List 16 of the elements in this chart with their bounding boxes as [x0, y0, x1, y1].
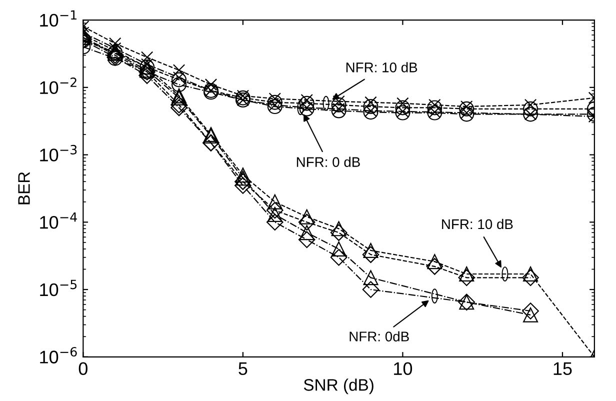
y-tick-label: 10$^{−2}$	[40, 78, 76, 94]
annotation: NFR: 0 dB	[296, 156, 360, 167]
y-axis-title: BER	[18, 172, 30, 204]
x-tick-label: 15	[554, 362, 572, 376]
y-tick-label: 10$^{−6}$	[40, 347, 77, 364]
annotation: NFR: 0dB	[350, 331, 409, 342]
y-tick-label: 10$^{−5}$	[40, 280, 77, 296]
x-tick-label: 10	[394, 362, 412, 376]
x-tick-label: 5	[238, 362, 248, 376]
x-axis-title: SNR (dB)	[304, 378, 374, 394]
y-tick-label: 10$^{−3}$	[40, 144, 77, 162]
annotation: NFR: 10 dB	[442, 218, 513, 230]
y-tick-label: 10$^{−4}$	[40, 212, 77, 229]
annotation: NFR: 10 dB	[346, 62, 418, 72]
x-tick-label: 0	[78, 362, 88, 376]
y-tick-label: 10$^{−1}$	[40, 10, 76, 27]
